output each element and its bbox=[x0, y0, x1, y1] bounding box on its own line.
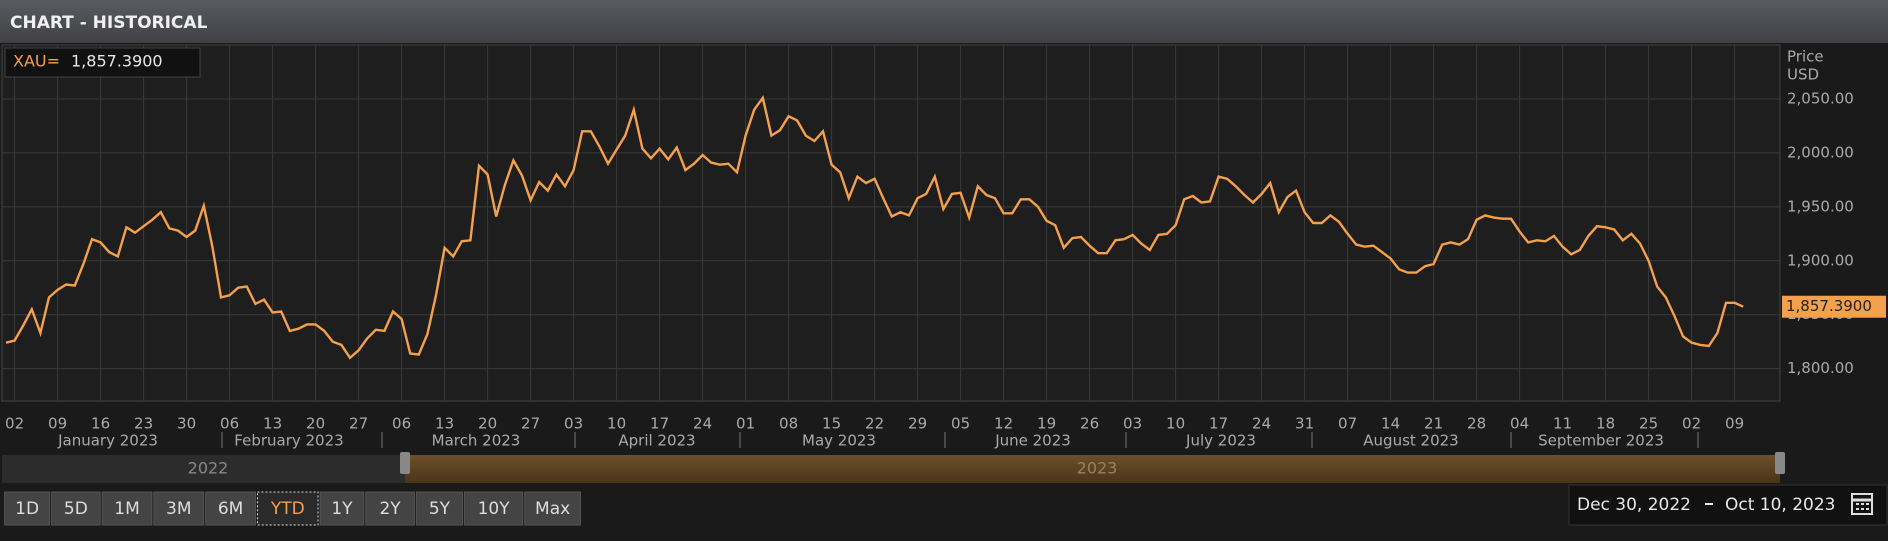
month-label: May 2023 bbox=[802, 432, 876, 450]
y-tick-label: 1,900.00 bbox=[1787, 251, 1854, 269]
range-button-label[interactable]: YTD bbox=[270, 499, 305, 519]
x-tick-label: 02 bbox=[1682, 415, 1701, 433]
x-tick-label: 09 bbox=[1725, 415, 1744, 433]
month-label: July 2023 bbox=[1185, 432, 1256, 450]
month-label: April 2023 bbox=[618, 432, 695, 450]
y-tick-label: 2,050.00 bbox=[1787, 89, 1854, 107]
range-button[interactable] bbox=[319, 491, 365, 526]
x-tick-label: 10 bbox=[607, 415, 626, 433]
x-tick-label: 20 bbox=[306, 415, 325, 433]
x-tick-label: 10 bbox=[1166, 415, 1185, 433]
x-tick-label: 14 bbox=[1381, 415, 1400, 433]
month-label: June 2023 bbox=[994, 432, 1071, 450]
range-button[interactable] bbox=[365, 491, 415, 526]
x-tick-label: 31 bbox=[1295, 415, 1314, 433]
x-tick-label: 26 bbox=[1080, 415, 1099, 433]
x-tick-label: 03 bbox=[564, 415, 583, 433]
x-tick-label: 18 bbox=[1596, 415, 1615, 433]
range-button[interactable] bbox=[256, 491, 319, 526]
y-tick-label: 1,800.00 bbox=[1787, 359, 1854, 377]
range-button[interactable] bbox=[101, 491, 153, 526]
x-tick-label: 21 bbox=[1424, 415, 1443, 433]
x-tick-label: 19 bbox=[1037, 415, 1056, 433]
last-value-tag bbox=[1782, 295, 1886, 318]
x-tick-label: 24 bbox=[693, 415, 712, 433]
x-tick-label: 29 bbox=[908, 415, 927, 433]
x-tick-label: 25 bbox=[1639, 415, 1658, 433]
range-button-label[interactable]: 1Y bbox=[331, 499, 353, 519]
range-button[interactable] bbox=[524, 491, 582, 526]
x-tick-label: 01 bbox=[736, 415, 755, 433]
y-axis-label: USD bbox=[1787, 66, 1819, 84]
navigator-handle[interactable] bbox=[400, 452, 410, 474]
range-button-label[interactable]: 1M bbox=[114, 499, 139, 519]
range-button[interactable] bbox=[415, 491, 464, 526]
price-line bbox=[5, 95, 1744, 360]
y-tick-label: 2,000.00 bbox=[1787, 143, 1854, 161]
x-tick-label: 24 bbox=[1252, 415, 1271, 433]
month-label: September 2023 bbox=[1538, 432, 1664, 450]
x-tick-label: 28 bbox=[1467, 415, 1486, 433]
range-button-label[interactable]: 3M bbox=[166, 499, 191, 519]
date-range-box[interactable] bbox=[1568, 484, 1888, 526]
x-tick-label: 13 bbox=[435, 415, 454, 433]
x-tick-label: 27 bbox=[349, 415, 368, 433]
range-button[interactable] bbox=[51, 491, 101, 526]
navigator-past bbox=[2, 455, 405, 483]
x-tick-label: 15 bbox=[822, 415, 841, 433]
month-label: March 2023 bbox=[432, 432, 521, 450]
x-tick-label: 20 bbox=[478, 415, 497, 433]
last-value-label: 1,857.3900 bbox=[1786, 297, 1872, 315]
x-tick-label: 06 bbox=[392, 415, 411, 433]
x-tick-label: 16 bbox=[91, 415, 110, 433]
navigator-handle[interactable] bbox=[1775, 452, 1785, 474]
date-start[interactable]: Dec 30, 2022 bbox=[1577, 495, 1691, 515]
navigator-label: 2023 bbox=[1077, 459, 1118, 478]
x-tick-label: 06 bbox=[220, 415, 239, 433]
month-label: January 2023 bbox=[57, 432, 158, 450]
legend-symbol: XAU= bbox=[13, 52, 60, 71]
calendar-icon[interactable] bbox=[1851, 493, 1873, 515]
legend-box bbox=[4, 47, 201, 78]
legend-value: 1,857.3900 bbox=[71, 52, 163, 71]
x-tick-label: 07 bbox=[1338, 415, 1357, 433]
navigator-selection[interactable] bbox=[405, 455, 1780, 483]
navigator-label: 2022 bbox=[188, 459, 229, 478]
x-tick-label: 12 bbox=[994, 415, 1013, 433]
x-tick-label: 30 bbox=[177, 415, 196, 433]
x-tick-label: 22 bbox=[865, 415, 884, 433]
range-button[interactable] bbox=[464, 491, 524, 526]
x-tick-label: 08 bbox=[779, 415, 798, 433]
month-label: August 2023 bbox=[1363, 432, 1458, 450]
x-tick-label: 04 bbox=[1510, 415, 1529, 433]
x-tick-label: 13 bbox=[263, 415, 282, 433]
range-button[interactable] bbox=[4, 491, 51, 526]
x-tick-label: 05 bbox=[951, 415, 970, 433]
range-button-label[interactable]: 1D bbox=[15, 499, 39, 519]
y-axis-label: Price bbox=[1787, 48, 1824, 66]
x-tick-label: 03 bbox=[1123, 415, 1142, 433]
x-tick-label: 17 bbox=[650, 415, 669, 433]
x-tick-label: 02 bbox=[5, 415, 24, 433]
range-button-label[interactable]: 6M bbox=[218, 499, 243, 519]
x-tick-label: 11 bbox=[1553, 415, 1572, 433]
month-label: February 2023 bbox=[234, 432, 343, 450]
range-button-label[interactable]: Max bbox=[535, 499, 570, 519]
range-button-label[interactable]: 5Y bbox=[429, 499, 451, 519]
range-button-label[interactable]: 10Y bbox=[478, 499, 511, 519]
x-tick-label: 27 bbox=[521, 415, 540, 433]
date-end[interactable]: Oct 10, 2023 bbox=[1725, 495, 1836, 515]
range-button[interactable] bbox=[153, 491, 205, 526]
header-title: CHART - HISTORICAL bbox=[10, 13, 208, 33]
x-tick-label: 17 bbox=[1209, 415, 1228, 433]
range-button[interactable] bbox=[205, 491, 256, 526]
x-tick-label: 09 bbox=[48, 415, 67, 433]
y-tick-label: 1,950.00 bbox=[1787, 197, 1854, 215]
x-tick-label: 23 bbox=[134, 415, 153, 433]
range-button-label[interactable]: 2Y bbox=[379, 499, 401, 519]
range-button-label[interactable]: 5D bbox=[64, 499, 88, 519]
plot-area bbox=[1, 44, 1781, 402]
header-bar bbox=[0, 0, 1888, 43]
